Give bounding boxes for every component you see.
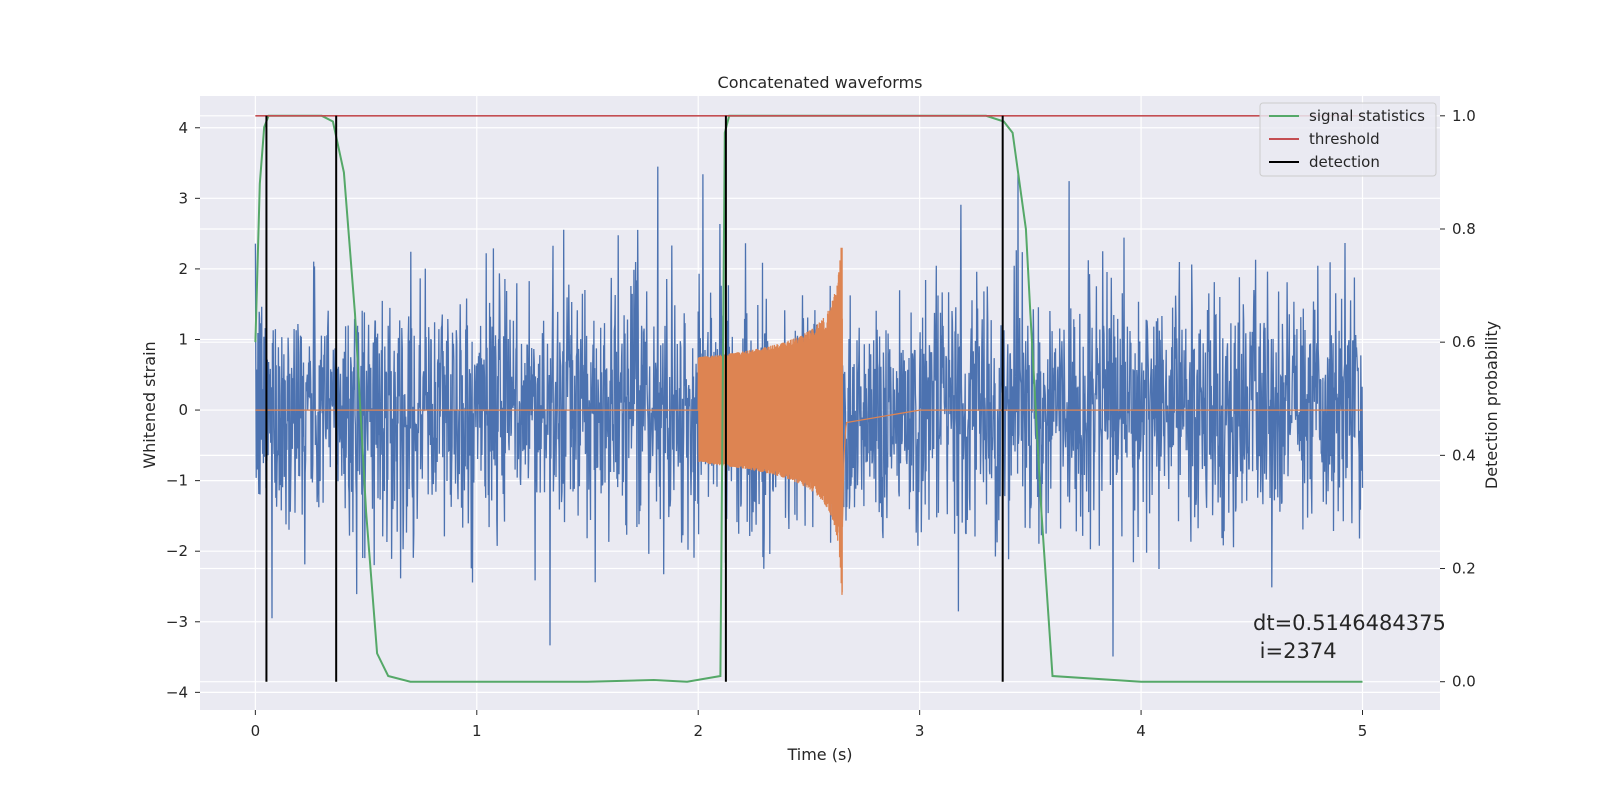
x-tick-label: 1 <box>472 722 482 740</box>
y-tick-label: 3 <box>178 189 188 207</box>
legend: signal statistics threshold detection <box>1259 102 1437 177</box>
y-tick-label: −1 <box>166 472 188 490</box>
y-axis-left-label: Whitened strain <box>140 341 159 468</box>
legend-label-threshold: threshold <box>1309 130 1380 148</box>
legend-label-detection: detection <box>1309 153 1380 171</box>
y-right-tick-label: 0.2 <box>1452 560 1476 578</box>
x-tick-label: 4 <box>1136 722 1146 740</box>
y-tick-label: 2 <box>178 260 188 278</box>
y-tick-label: 4 <box>178 119 188 137</box>
y-tick-label: 0 <box>178 401 188 419</box>
x-axis-label: Time (s) <box>786 745 852 764</box>
legend-label-signal-statistics: signal statistics <box>1309 107 1425 125</box>
x-tick-label: 3 <box>915 722 925 740</box>
y-right-tick-label: 0.0 <box>1452 673 1476 691</box>
x-axis-ticks: 0 1 2 3 4 5 <box>251 710 1368 740</box>
y-axis-right-ticks: 0.0 0.2 0.4 0.6 0.8 1.0 <box>1440 107 1476 691</box>
y-right-tick-label: 0.4 <box>1452 446 1476 464</box>
annotation-i: i=2374 <box>1253 639 1337 663</box>
detection-lines <box>265 115 1004 682</box>
chart-title: Concatenated waveforms <box>718 73 923 92</box>
x-tick-label: 5 <box>1358 722 1368 740</box>
x-tick-label: 2 <box>693 722 703 740</box>
y-right-tick-label: 1.0 <box>1452 107 1476 125</box>
y-axis-right-label: Detection probability <box>1482 321 1501 489</box>
x-tick-label: 0 <box>251 722 261 740</box>
y-tick-label: 1 <box>178 330 188 348</box>
y-axis-left-ticks: −4 −3 −2 −1 0 1 2 3 4 <box>166 119 200 701</box>
y-tick-label: −3 <box>166 613 188 631</box>
y-right-tick-label: 0.8 <box>1452 220 1476 238</box>
y-tick-label: −2 <box>166 542 188 560</box>
legend-box <box>1259 102 1437 177</box>
y-tick-label: −4 <box>166 683 188 701</box>
annotation-dt: dt=0.5146484375 <box>1253 611 1446 635</box>
y-right-tick-label: 0.6 <box>1452 333 1476 351</box>
